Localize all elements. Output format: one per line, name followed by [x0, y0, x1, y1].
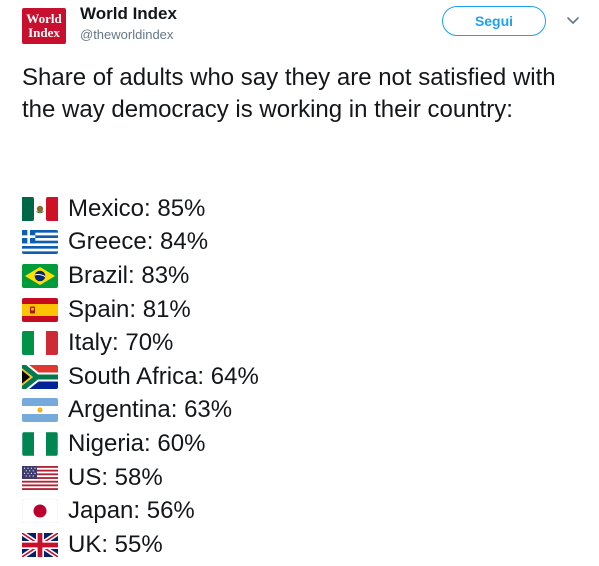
- uk-flag-icon: [22, 532, 58, 557]
- country-stat-text: Italy: 70%: [68, 329, 174, 357]
- list-item: Argentina: 63%: [22, 394, 259, 428]
- country-stat-text: Argentina: 63%: [68, 396, 233, 424]
- greece-flag-icon: [22, 230, 58, 255]
- spain-flag-icon: [22, 297, 58, 322]
- country-stat-text: Brazil: 83%: [68, 261, 190, 289]
- country-stat-text: Spain: 81%: [68, 295, 191, 323]
- world-index-logo-avatar[interactable]: World Index: [22, 8, 66, 44]
- country-list: Mexico: 85% Greece: 84% Brazil: 83%: [22, 192, 259, 562]
- list-item: South Africa: 64%: [22, 360, 259, 394]
- country-stat-text: Nigeria: 60%: [68, 429, 206, 457]
- south-africa-flag-icon: [22, 364, 58, 389]
- chevron-down-icon[interactable]: [563, 11, 583, 31]
- follow-button[interactable]: Segui: [442, 6, 546, 36]
- list-item: Spain: 81%: [22, 293, 259, 327]
- nigeria-flag-icon: [22, 431, 58, 456]
- italy-flag-icon: [22, 331, 58, 356]
- country-stat-text: South Africa: 64%: [68, 362, 259, 390]
- country-stat-text: Mexico: 85%: [68, 194, 206, 222]
- logo-word-2: Index: [28, 25, 60, 40]
- brazil-flag-icon: [22, 263, 58, 288]
- tweet-text: Share of adults who say they are not sat…: [22, 64, 556, 123]
- list-item: Brazil: 83%: [22, 259, 259, 293]
- argentina-flag-icon: [22, 398, 58, 423]
- list-item: Japan: 56%: [22, 494, 259, 528]
- country-stat-text: Greece: 84%: [68, 228, 209, 256]
- japan-flag-icon: [22, 499, 58, 524]
- account-handle[interactable]: @theworldindex: [80, 27, 174, 42]
- country-stat-text: US: 58%: [68, 463, 163, 491]
- us-flag-icon: [22, 465, 58, 490]
- list-item: Nigeria: 60%: [22, 427, 259, 461]
- country-stat-text: UK: 55%: [68, 530, 163, 558]
- country-stat-text: Japan: 56%: [68, 497, 195, 525]
- list-item: Mexico: 85%: [22, 192, 259, 226]
- list-item: UK: 55%: [22, 528, 259, 562]
- list-item: US: 58%: [22, 461, 259, 495]
- list-item: Italy: 70%: [22, 326, 259, 360]
- list-item: Greece: 84%: [22, 226, 259, 260]
- logo-word-1: World: [26, 11, 62, 26]
- mexico-flag-icon: [22, 196, 58, 221]
- account-name[interactable]: World Index: [80, 4, 177, 23]
